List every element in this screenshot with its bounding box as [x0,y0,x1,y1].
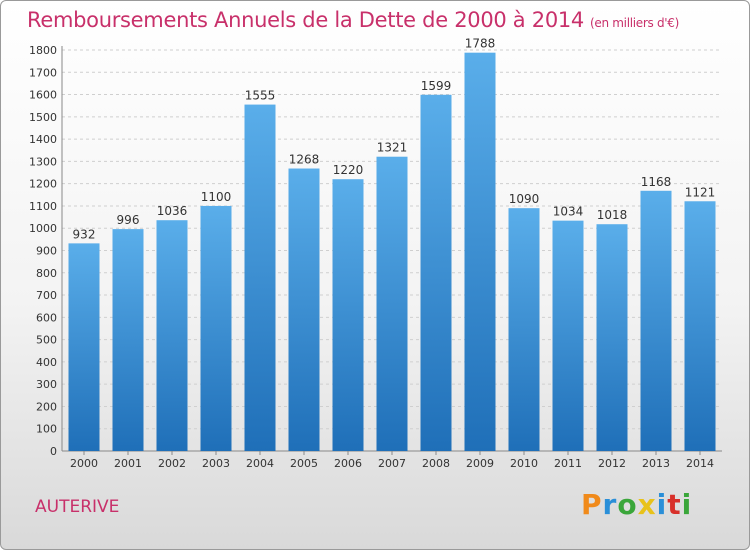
data-label: 1036 [157,204,188,218]
proxiti-logo[interactable]: Proxiti [581,488,693,521]
data-label: 996 [117,213,140,227]
x-tick-label: 2001 [114,457,142,470]
data-label: 1220 [333,163,364,177]
bar [68,243,100,451]
y-tick-label: 1300 [29,155,57,168]
bar [200,205,232,451]
x-tick-label: 2005 [290,457,318,470]
y-tick-label: 1400 [29,133,57,146]
x-tick-label: 2011 [554,457,582,470]
x-tick-label: 2006 [334,457,362,470]
chart-subtitle: (en milliers d'€) [590,16,680,30]
data-label: 932 [73,227,96,241]
y-tick-label: 100 [36,423,57,436]
data-label: 1168 [641,175,672,189]
bar [288,168,320,452]
bar [332,179,364,451]
y-tick-label: 1200 [29,178,57,191]
bar [684,201,716,451]
bars [68,52,716,452]
y-tick-label: 1100 [29,200,57,213]
bar [376,156,408,451]
y-tick-label: 300 [36,378,57,391]
y-tick-label: 0 [50,445,57,458]
y-tick-label: 1700 [29,66,57,79]
x-tick-label: 2010 [510,457,538,470]
x-tick-label: 2012 [598,457,626,470]
y-tick-label: 1800 [29,44,57,57]
y-tick-label: 900 [36,245,57,258]
x-tick-label: 2009 [466,457,494,470]
x-tick-label: 2013 [642,457,670,470]
x-tick-label: 2002 [158,457,186,470]
data-label: 1121 [685,185,716,199]
data-labels: 932 996 1036 1100 1555 1268 1220 1321 1599 1788 10… [73,37,716,242]
axes: 0 100 200 300 400 500 600 700 800 900 1000 1100 1200… [29,44,722,470]
bar [464,52,496,451]
city-name: AUTERIVE [35,497,120,517]
data-label: 1788 [465,37,496,51]
y-tick-label: 700 [36,289,57,302]
y-tick-label: 1000 [29,222,57,235]
y-tick-label: 1600 [29,89,57,102]
data-label: 1599 [421,79,452,93]
bar [640,190,672,451]
bar [156,220,188,451]
data-label: 1268 [289,153,320,167]
chart-title-text: Remboursements Annuels de la Dette de 20… [27,8,584,32]
bar [420,94,452,452]
x-tick-label: 2004 [246,457,274,470]
x-tick-label: 2007 [378,457,406,470]
bar [552,220,584,451]
x-tick-label: 2014 [686,457,714,470]
bar [596,224,628,451]
y-tick-label: 600 [36,311,57,324]
data-label: 1321 [377,141,408,155]
chart-title: Remboursements Annuels de la Dette de 20… [27,8,679,32]
y-tick-label: 400 [36,356,57,369]
x-tick-label: 2003 [202,457,230,470]
data-label: 1018 [597,208,628,222]
data-label: 1555 [245,89,276,103]
y-tick-label: 500 [36,334,57,347]
bar [508,208,540,451]
x-tick-label: 2008 [422,457,450,470]
y-tick-label: 1500 [29,111,57,124]
data-label: 1034 [553,205,584,219]
y-tick-label: 200 [36,400,57,413]
y-tick-label: 800 [36,267,57,280]
x-tick-label: 2000 [70,457,98,470]
bar [112,229,144,451]
bar [244,104,276,451]
data-label: 1100 [201,190,232,204]
data-label: 1090 [509,192,540,206]
